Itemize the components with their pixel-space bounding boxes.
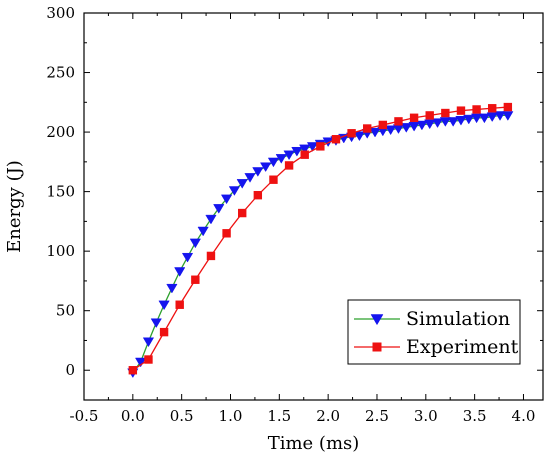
data-point-experiment <box>253 190 263 200</box>
data-point-simulation <box>455 116 467 126</box>
data-point-simulation <box>244 173 256 183</box>
data-point-simulation <box>439 117 451 127</box>
data-point-simulation <box>408 121 420 132</box>
data-point-experiment <box>316 142 325 151</box>
data-point-experiment <box>472 105 481 114</box>
data-point-simulation <box>400 123 412 133</box>
data-point-simulation <box>494 111 506 121</box>
x-tick-label: -0.5 <box>70 407 99 425</box>
legend-marker-experiment <box>372 342 382 352</box>
data-point-simulation <box>431 118 444 128</box>
data-point-simulation <box>369 127 381 138</box>
y-tick-label: 0 <box>65 361 75 379</box>
x-tick-label: 2.0 <box>316 407 340 425</box>
data-point-experiment <box>331 135 341 144</box>
y-tick-label: 250 <box>46 64 75 82</box>
data-point-simulation <box>447 117 459 127</box>
data-point-experiment <box>394 117 403 126</box>
x-tick-label: 4.0 <box>512 407 536 425</box>
x-tick-label: 0.0 <box>121 407 145 425</box>
x-tick-label: 1.0 <box>219 407 243 425</box>
data-point-simulation <box>260 162 272 173</box>
data-point-experiment <box>363 124 372 133</box>
data-point-simulation <box>205 214 217 225</box>
y-tick-label: 50 <box>56 302 75 320</box>
x-tick-label: 3.5 <box>463 407 487 425</box>
y-tick-label: 200 <box>46 123 75 141</box>
data-point-experiment <box>128 366 138 375</box>
data-point-simulation <box>338 133 350 144</box>
x-tick-label: 3.0 <box>414 407 438 425</box>
data-point-experiment <box>238 208 247 218</box>
data-point-simulation <box>181 252 194 263</box>
data-point-simulation <box>213 204 225 214</box>
data-point-simulation <box>291 146 303 157</box>
x-axis-label: Time (ms) <box>268 433 360 454</box>
data-point-simulation <box>478 113 491 124</box>
data-point-experiment <box>503 102 513 112</box>
data-point-simulation <box>150 318 162 329</box>
data-point-experiment <box>222 229 231 238</box>
data-point-simulation <box>470 113 483 124</box>
data-point-simulation <box>236 179 248 189</box>
data-point-experiment <box>159 327 169 337</box>
legend-label-experiment: Experiment <box>406 336 519 358</box>
data-point-experiment <box>441 108 450 118</box>
data-point-simulation <box>174 267 186 277</box>
data-point-simulation <box>416 120 428 131</box>
data-point-simulation <box>283 150 295 161</box>
data-point-simulation <box>158 300 170 311</box>
data-point-simulation <box>220 194 233 205</box>
data-point-simulation <box>424 119 436 130</box>
data-point-experiment <box>378 120 388 130</box>
data-point-simulation <box>197 226 209 237</box>
data-point-simulation <box>353 131 366 142</box>
data-point-simulation <box>166 283 178 294</box>
data-point-simulation <box>463 114 475 125</box>
data-point-experiment <box>347 129 356 138</box>
legend-box <box>347 299 521 365</box>
y-tick-label: 150 <box>46 183 75 201</box>
data-point-simulation <box>228 186 241 196</box>
data-point-experiment <box>300 150 309 159</box>
data-point-experiment <box>488 104 497 113</box>
data-point-simulation <box>275 154 287 164</box>
data-point-simulation <box>189 238 201 249</box>
data-point-simulation <box>385 125 397 136</box>
x-tick-label: 0.5 <box>170 407 194 425</box>
x-tick-label: 1.5 <box>267 407 291 425</box>
data-point-simulation <box>306 142 319 152</box>
data-point-experiment <box>144 355 153 364</box>
y-axis-label: Energy (J) <box>4 160 25 253</box>
x-tick-label: 2.5 <box>365 407 389 425</box>
data-point-simulation <box>502 111 514 121</box>
data-point-simulation <box>267 157 280 168</box>
data-point-experiment <box>284 161 294 170</box>
data-point-simulation <box>252 167 264 177</box>
y-tick-label: 100 <box>46 242 75 260</box>
series-experiment <box>128 102 513 375</box>
data-point-experiment <box>269 175 278 184</box>
data-point-experiment <box>206 251 216 261</box>
data-point-simulation <box>486 112 498 123</box>
data-point-experiment <box>191 275 200 284</box>
data-point-experiment <box>409 113 419 122</box>
legend-label-simulation: Simulation <box>406 308 510 330</box>
data-point-simulation <box>142 337 155 348</box>
legend: Simulation Experiment <box>347 299 521 365</box>
data-point-simulation <box>299 144 311 155</box>
data-point-experiment <box>425 111 434 120</box>
plot-frame <box>83 12 544 401</box>
data-point-experiment <box>175 300 184 309</box>
legend-marker-simulation <box>370 314 384 326</box>
data-point-experiment <box>456 106 466 115</box>
y-tick-label: 300 <box>46 4 75 22</box>
